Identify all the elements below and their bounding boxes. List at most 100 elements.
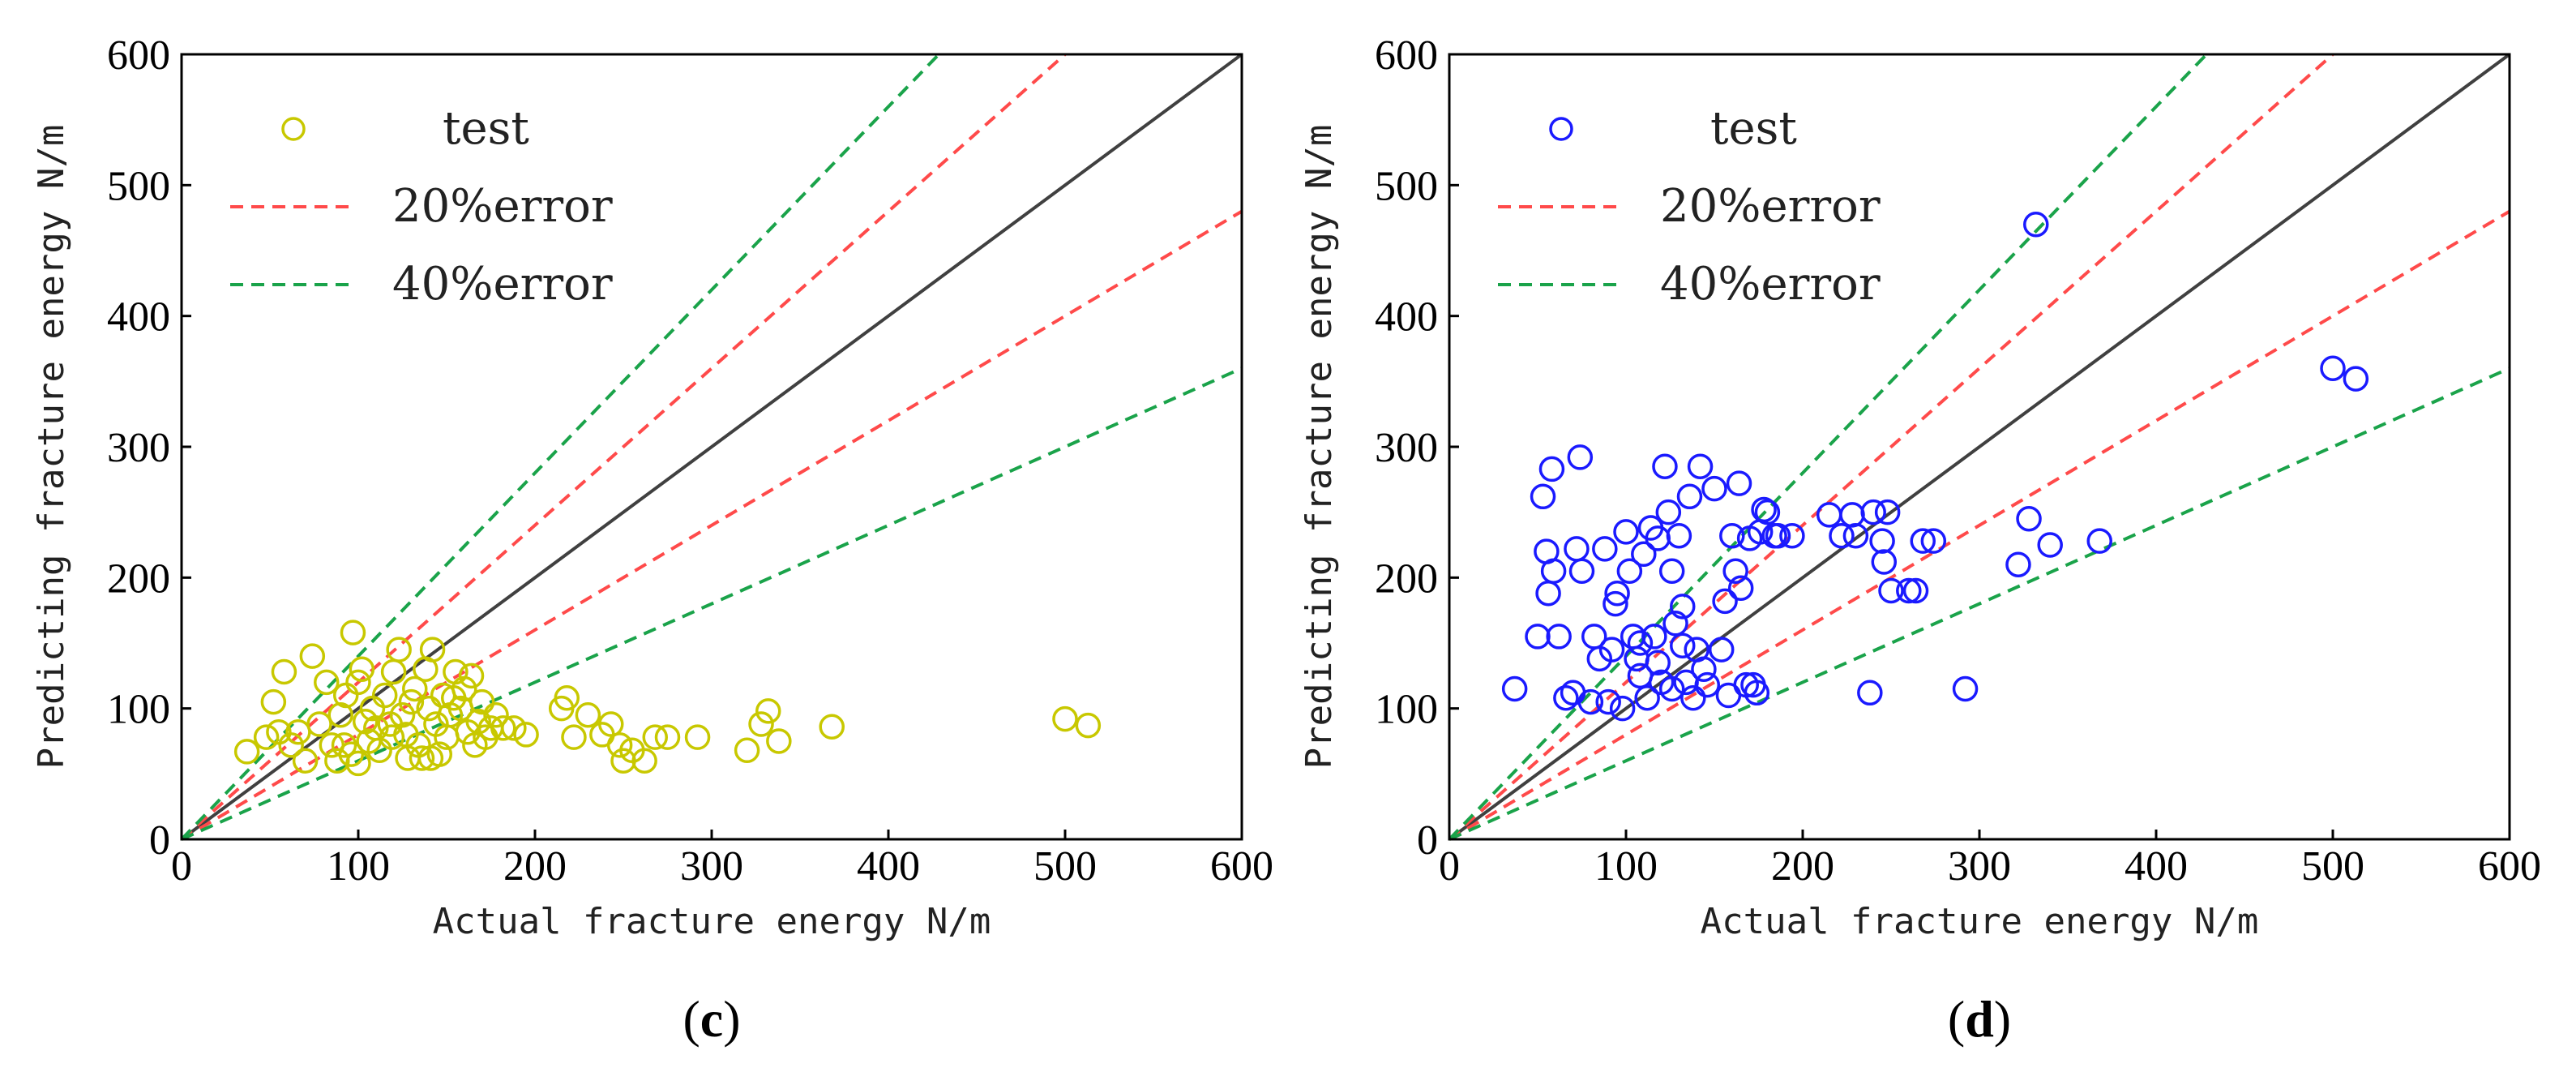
x-axis-label: Actual fracture energy N/m xyxy=(1701,901,2259,942)
scatter-point xyxy=(417,745,444,771)
x-tick-label: 500 xyxy=(1033,843,1097,890)
scatter-point xyxy=(1540,558,1567,585)
scatter-point xyxy=(1658,558,1685,585)
scatter-point xyxy=(1604,580,1630,607)
legend-marker-test xyxy=(1549,117,1573,141)
scatter-point xyxy=(575,701,601,728)
y-tick-label: 500 xyxy=(1375,163,1438,209)
scatter-point xyxy=(1052,705,1078,732)
scatter-point xyxy=(1568,558,1595,585)
scatter-point xyxy=(1567,444,1594,470)
x-tick-label: 400 xyxy=(857,843,920,890)
scatter-point xyxy=(1616,558,1643,585)
scatter-point xyxy=(1860,499,1886,525)
scatter-point xyxy=(1708,637,1735,662)
scatter-point xyxy=(299,643,326,669)
scatter-point xyxy=(1613,519,1639,545)
scatter-point xyxy=(513,722,539,748)
reference-line-20-percent-error xyxy=(1448,53,2334,841)
x-tick-label: 300 xyxy=(1948,843,2011,890)
reference-line-40-percent-error xyxy=(181,367,1243,841)
scatter-point xyxy=(1655,499,1682,525)
scatter-point xyxy=(278,732,304,758)
scatter-point xyxy=(1670,632,1696,658)
scatter-point xyxy=(1592,536,1618,562)
reference-lines xyxy=(180,53,1243,841)
scatter-point xyxy=(469,688,495,715)
scatter-point xyxy=(1560,680,1586,706)
scatter-point xyxy=(1546,624,1572,650)
scatter-point xyxy=(1722,558,1748,585)
chart-panel-c: 0 100 200 300 400 500 600 0 100 200 300 400 500 600 A… xyxy=(31,32,1273,1048)
scatter-point xyxy=(402,675,428,702)
scatter-point xyxy=(1075,712,1102,739)
reference-line-20-percent-error xyxy=(180,53,1067,841)
scatter-point xyxy=(1530,483,1556,510)
y-tick-label: 200 xyxy=(107,555,170,602)
x-tick-label: 0 xyxy=(1439,843,1460,890)
reference-line-20-percent-error xyxy=(180,209,1243,841)
scatter-point xyxy=(458,662,485,689)
scatter-point xyxy=(1577,688,1604,715)
scatter-point xyxy=(1910,528,1936,554)
x-tick-label: 600 xyxy=(1210,843,1273,890)
y-tick-label: 100 xyxy=(107,687,170,733)
scatter-point xyxy=(314,669,340,696)
scatter-point xyxy=(755,698,781,724)
scatter-points xyxy=(1501,211,2369,722)
x-tick-label: 100 xyxy=(327,843,390,890)
scatter-point xyxy=(2005,551,2031,577)
scatter-point xyxy=(389,701,416,728)
legend-label-40-error: 40%error xyxy=(1660,258,1881,311)
scatter-point xyxy=(1829,522,1855,549)
scatter-point xyxy=(1779,522,1805,549)
axis-ticks: 0 100 200 300 400 500 600 0 100 200 300 400 500 600 xyxy=(1375,32,2541,890)
y-axis-label: Predicting fracture energy N/m xyxy=(1299,125,1340,770)
y-tick-label: 200 xyxy=(1375,555,1438,602)
reference-line-20-percent-error xyxy=(1448,209,2511,841)
scatter-point xyxy=(1609,695,1636,722)
scatter-point xyxy=(561,724,587,750)
panel-letter: c xyxy=(700,990,723,1048)
x-tick-label: 500 xyxy=(2301,843,2364,890)
scatter-point xyxy=(654,724,681,750)
scatter-point xyxy=(748,711,774,737)
ideal-line xyxy=(180,53,1243,841)
y-tick-label: 400 xyxy=(1375,294,1438,341)
scatter-point xyxy=(819,714,845,740)
y-tick-label: 600 xyxy=(1375,32,1438,79)
legend-label-test: test xyxy=(443,102,529,155)
chart-panel-d: 0 100 200 300 400 500 600 0 100 200 300 400 500 600 A… xyxy=(1299,32,2541,1048)
scatter-point xyxy=(1701,475,1727,502)
reference-lines xyxy=(1448,53,2511,841)
y-tick-label: 400 xyxy=(107,294,170,341)
scatter-point xyxy=(1744,680,1770,706)
scatter-point xyxy=(1666,522,1692,549)
scatter-point xyxy=(1641,624,1667,650)
scatter-point xyxy=(306,711,332,737)
scatter-point xyxy=(766,728,792,754)
scatter-points xyxy=(233,620,1102,777)
scatter-point xyxy=(1712,588,1738,615)
scatter-point xyxy=(386,637,412,662)
legend-label-20-error: 20%error xyxy=(1660,180,1881,233)
scatter-point xyxy=(1662,611,1688,637)
scatter-point xyxy=(631,748,657,774)
scatter-point xyxy=(606,732,633,758)
legend: test 20%error 40%error xyxy=(230,102,613,311)
y-tick-label: 0 xyxy=(149,817,170,864)
scatter-point xyxy=(340,620,366,645)
scatter-point xyxy=(271,658,297,685)
scatter-point xyxy=(1564,536,1590,562)
y-tick-label: 100 xyxy=(1375,687,1438,733)
scatter-point xyxy=(1652,453,1678,479)
scatter-point xyxy=(1765,522,1791,549)
scatter-point xyxy=(2343,366,2369,392)
scatter-point xyxy=(1754,499,1781,525)
scatter-point xyxy=(1535,580,1561,607)
scatter-point xyxy=(642,724,668,750)
scatter-point xyxy=(1839,502,1865,528)
scatter-point xyxy=(1501,675,1528,702)
scatter-point xyxy=(409,745,435,771)
ideal-line xyxy=(1448,53,2511,841)
